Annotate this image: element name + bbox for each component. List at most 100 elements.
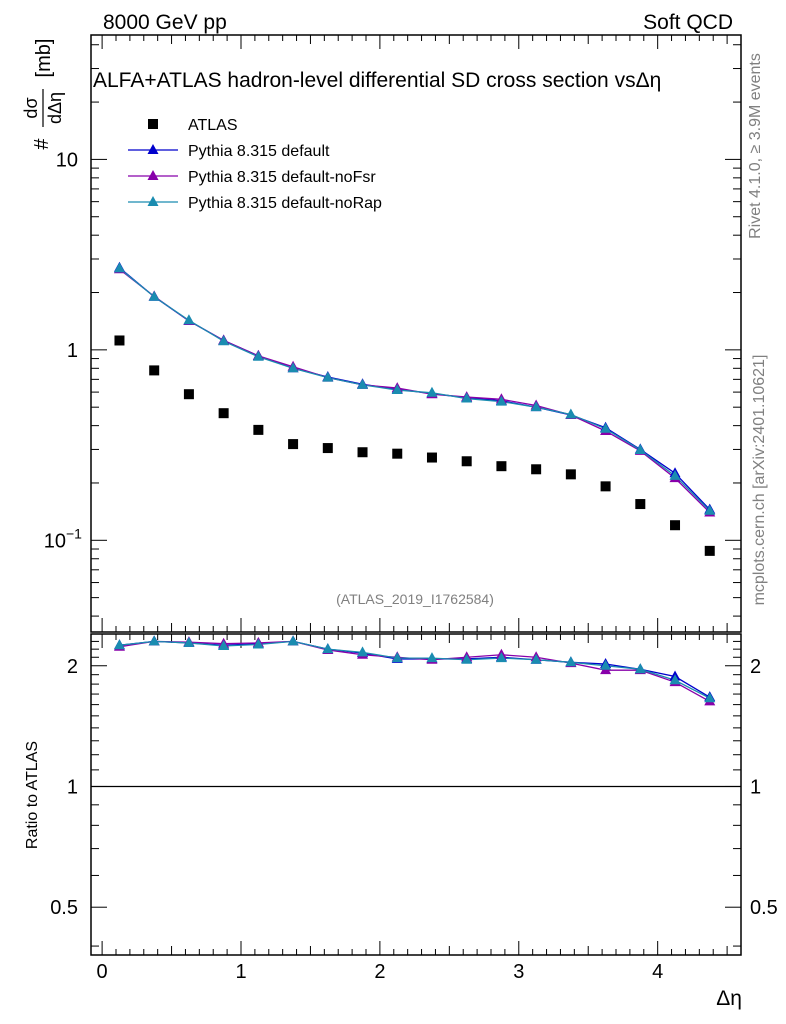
- ratio-data-point: [357, 646, 369, 657]
- x-tick-label: 1: [235, 961, 246, 983]
- ratio-series-line: [119, 640, 711, 698]
- atlas-data-point: [149, 365, 160, 376]
- x-axis-label: Δη: [716, 987, 742, 1010]
- y-tick-label: 10: [44, 530, 66, 552]
- y-tick-exponent: −1: [66, 525, 82, 541]
- ratio-series-line: [119, 640, 711, 699]
- legend-entry: Pythia 8.315 default-noFsr: [128, 169, 376, 186]
- mc-data-point: [426, 386, 438, 397]
- atlas-data-point: [531, 464, 542, 475]
- legend-marker: [147, 144, 159, 154]
- y-label-unit: [mb]: [33, 39, 55, 78]
- ratio-data-point: [113, 639, 125, 650]
- legend-label: Pythia 8.315 default: [188, 143, 330, 160]
- ratio-data-point: [461, 653, 473, 664]
- legend: ATLAS Pythia 8.315 default Pythia 8.315 de…: [128, 117, 382, 212]
- ratio-data-point: [669, 674, 681, 685]
- atlas-data-point: [392, 448, 403, 459]
- ratio-y-tick-label-right: 0.5: [750, 897, 778, 919]
- header-right: Soft QCD: [643, 11, 733, 34]
- atlas-data-point: [322, 443, 333, 454]
- mc-data-point: [252, 350, 264, 361]
- atlas-data-point: [357, 447, 368, 458]
- atlas-data-point: [253, 424, 264, 435]
- atlas-data-point: [183, 389, 194, 400]
- plot-title: ALFA+ATLAS hadron-level differential SD …: [93, 69, 661, 92]
- ratio-series-line: [119, 640, 711, 702]
- ratio-data-point: [426, 652, 438, 663]
- mc-data-point: [113, 262, 125, 273]
- atlas-data-point: [218, 408, 229, 419]
- mc-data-point: [530, 401, 542, 412]
- ratio-data-point: [322, 643, 334, 654]
- atlas-data-point: [600, 481, 611, 492]
- mc-data-point: [600, 422, 612, 433]
- atlas-data-point: [496, 461, 507, 472]
- atlas-data-point: [114, 335, 125, 346]
- atlas-data-point: [461, 456, 472, 467]
- x-tick-label: 0: [97, 961, 108, 983]
- ratio-data-point: [287, 635, 299, 646]
- mc-series-line: [119, 267, 711, 512]
- legend-marker: [147, 170, 159, 180]
- mc-data-point: [704, 504, 716, 515]
- y-label-denominator: dΔη: [45, 92, 65, 124]
- mc-data-point: [495, 395, 507, 406]
- legend-marker: [148, 119, 158, 129]
- ratio-y-tick-label-left: 2: [67, 656, 78, 678]
- ratio-data-point: [565, 656, 577, 667]
- ratio-y-tick-label-right: 1: [750, 776, 761, 798]
- mc-data-point: [287, 362, 299, 373]
- y-tick-label: 1: [67, 340, 78, 362]
- legend-entry: ATLAS: [148, 117, 238, 134]
- atlas-data-point: [565, 469, 576, 480]
- ratio-data-point: [495, 652, 507, 663]
- mc-data-point: [183, 314, 195, 325]
- x-tick-label: 2: [374, 961, 385, 983]
- ratio-y-tick-label-right: 2: [750, 656, 761, 678]
- ratio-data-point: [218, 640, 230, 651]
- ratio-plot-frame: [90, 633, 742, 956]
- legend-marker: [147, 196, 159, 206]
- legend-label: Pythia 8.315 default-noRap: [188, 195, 382, 212]
- x-tick-label: 4: [652, 961, 663, 983]
- mc-data-point: [218, 335, 230, 346]
- rivet-version-label: Rivet 4.1.0, ≥ 3.9M events: [747, 53, 764, 239]
- legend-label: ATLAS: [188, 117, 238, 134]
- ratio-data-point: [391, 652, 403, 663]
- mc-data-point: [148, 290, 160, 301]
- ratio-y-axis-label: Ratio to ATLAS: [24, 741, 41, 849]
- analysis-id: (ATLAS_2019_I1762584): [336, 591, 494, 607]
- x-tick-label: 3: [513, 961, 524, 983]
- mc-data-point: [461, 392, 473, 403]
- ratio-data-point: [252, 638, 264, 649]
- atlas-data-point: [670, 520, 681, 531]
- mc-data-point: [565, 408, 577, 419]
- y-axis-label: # dσ dΔη [mb]: [21, 39, 65, 150]
- y-tick-label: 10: [56, 149, 78, 171]
- ratio-data-point: [600, 659, 612, 670]
- legend-label: Pythia 8.315 default-noFsr: [188, 169, 376, 186]
- mc-data-point: [391, 384, 403, 395]
- ratio-y-tick-label-left: 1: [67, 776, 78, 798]
- main-plot-frame: [90, 34, 742, 633]
- header-left: 8000 GeV pp: [103, 11, 227, 34]
- y-label-prefix: #: [31, 138, 53, 150]
- ratio-data-point: [183, 636, 195, 647]
- mcplots-label: mcplots.cern.ch [arXiv:2401.10621]: [751, 355, 768, 606]
- legend-entry: Pythia 8.315 default-noRap: [128, 195, 382, 212]
- ratio-data-point: [148, 635, 160, 646]
- mc-series-lines: [119, 267, 711, 702]
- mc-series-line: [119, 267, 711, 511]
- data-markers: [113, 261, 716, 706]
- mc-data-point: [634, 443, 646, 454]
- axis-ticks: [91, 35, 742, 955]
- mc-data-point: [669, 469, 681, 480]
- atlas-data-point: [288, 439, 299, 450]
- ratio-data-point: [634, 663, 646, 674]
- atlas-data-point: [704, 545, 715, 556]
- atlas-data-point: [426, 452, 437, 463]
- ratio-data-point: [704, 692, 716, 703]
